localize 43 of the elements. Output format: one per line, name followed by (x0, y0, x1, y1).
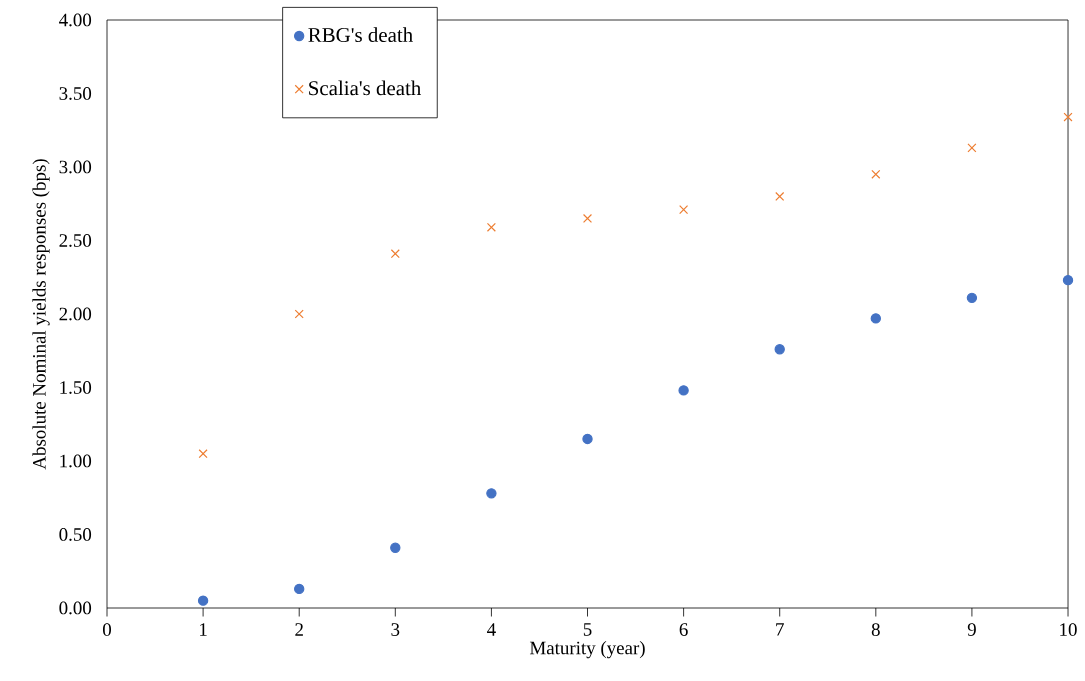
x-axis-title: Maturity (year) (529, 641, 645, 659)
point (774, 344, 785, 355)
y-tick-label: 0.50 (59, 528, 92, 541)
point (679, 205, 689, 215)
x-tick-label: 8 (871, 623, 880, 636)
y-tick-label: 1.50 (60, 381, 92, 394)
x-tick-label: 4 (487, 623, 496, 636)
y-axis-title: Absolute Nominal yields responses (bps) (32, 159, 50, 470)
y-tick-label: 3.50 (59, 87, 92, 100)
legend-label: Scalia's death (309, 80, 422, 96)
point (294, 309, 304, 319)
point (390, 249, 400, 259)
point (390, 542, 401, 553)
x-tick-label: 5 (583, 623, 592, 636)
point (870, 313, 881, 324)
point (582, 433, 593, 445)
x-tick-label: 7 (776, 623, 784, 636)
point (197, 595, 209, 606)
x-tick-label: 9 (967, 623, 976, 636)
y-tick-label: 0.00 (59, 601, 92, 615)
point (871, 169, 881, 179)
point (486, 488, 497, 499)
point (775, 191, 785, 201)
x-tick-label: 6 (679, 623, 688, 636)
x-tick-label: 1 (200, 623, 207, 636)
point (294, 583, 305, 595)
point (1063, 112, 1073, 122)
x-tick-label: 0 (102, 623, 112, 636)
point (198, 449, 208, 459)
y-tick-label: 2.50 (59, 234, 92, 247)
point (486, 222, 496, 232)
x-tick-label: 10 (1060, 623, 1077, 636)
y-tick-label: 2.00 (59, 307, 92, 321)
x-tick-label: 3 (391, 623, 400, 636)
legend-label: RBG's death (308, 27, 413, 43)
point (966, 292, 978, 304)
y-tick-label: 4.00 (59, 13, 92, 27)
x-tick-label: 2 (295, 623, 303, 636)
point (678, 385, 689, 396)
y-tick-label: 1.00 (60, 454, 92, 468)
point (582, 213, 593, 223)
point (967, 143, 977, 153)
y-tick-label: 3.00 (59, 160, 92, 174)
